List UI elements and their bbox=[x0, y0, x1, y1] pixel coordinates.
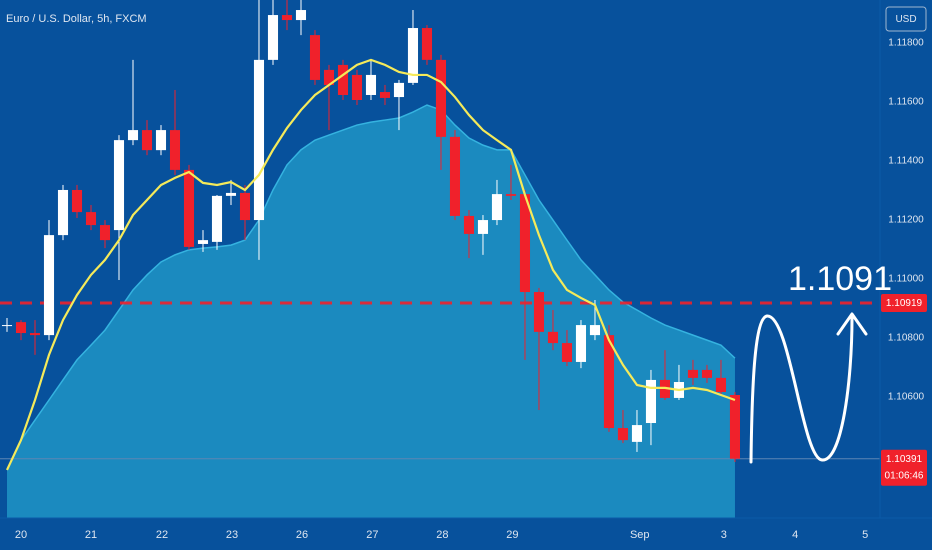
y-tick-label: 1.11200 bbox=[888, 215, 924, 226]
candle-body bbox=[575, 325, 587, 362]
candle-body bbox=[127, 130, 139, 141]
candle-body bbox=[267, 15, 279, 60]
candle-body bbox=[407, 28, 419, 83]
candle-body bbox=[211, 195, 223, 242]
candle-body bbox=[15, 322, 27, 334]
currency-button[interactable] bbox=[885, 6, 927, 32]
candle-body bbox=[715, 377, 727, 393]
countdown-label: 01:06:46 bbox=[885, 470, 924, 481]
x-tick-label: 23 bbox=[226, 529, 238, 541]
candle-body bbox=[421, 28, 433, 60]
candle-body bbox=[449, 136, 461, 216]
candle-body bbox=[337, 64, 349, 95]
candle-body bbox=[463, 215, 475, 234]
x-tick-label: 27 bbox=[366, 529, 378, 541]
x-tick-label: 26 bbox=[296, 529, 308, 541]
candle-body bbox=[169, 130, 181, 170]
x-tick-label: 3 bbox=[721, 529, 727, 541]
candle-body bbox=[309, 35, 321, 80]
candle-body bbox=[351, 74, 363, 101]
candle-body bbox=[71, 189, 83, 213]
candle-body bbox=[155, 130, 167, 151]
candle-body bbox=[729, 394, 741, 459]
candle-body bbox=[365, 74, 377, 95]
level-tag-label: 1.10919 bbox=[886, 298, 923, 309]
ma-area-edge bbox=[6, 104, 736, 471]
ma-line bbox=[6, 58, 736, 471]
plot-area bbox=[0, 0, 880, 519]
x-tick-label: 4 bbox=[792, 529, 798, 541]
last-price-label: 1.10391 bbox=[886, 454, 923, 465]
candle-body bbox=[197, 240, 209, 244]
candle-body bbox=[701, 369, 713, 378]
candle-body bbox=[43, 235, 55, 336]
candle-body bbox=[561, 343, 573, 362]
annotation: 1.1091 bbox=[788, 260, 892, 298]
candle-body bbox=[603, 335, 615, 429]
y-tick-label: 1.11400 bbox=[888, 156, 924, 167]
candle-body bbox=[687, 369, 699, 378]
candle-body bbox=[29, 333, 41, 336]
level-tag bbox=[881, 293, 927, 312]
candle-body bbox=[519, 194, 531, 293]
candle-body bbox=[225, 192, 237, 196]
candle-body bbox=[645, 379, 657, 424]
candle-body bbox=[533, 292, 545, 332]
hand-drawn-arrow bbox=[836, 312, 868, 336]
candle-body bbox=[99, 225, 111, 241]
last-price-tag bbox=[881, 449, 927, 486]
x-tick-label: Sep bbox=[630, 529, 650, 541]
candle-body bbox=[477, 220, 489, 234]
candle-body bbox=[491, 194, 503, 221]
candle-body bbox=[617, 428, 629, 441]
candle-body bbox=[85, 212, 97, 226]
candle-body bbox=[141, 130, 153, 151]
candle-body bbox=[57, 189, 69, 236]
x-tick-label: 20 bbox=[15, 529, 27, 541]
candle-body bbox=[435, 59, 447, 137]
x-tick-label: 5 bbox=[862, 529, 868, 541]
candle-body bbox=[253, 59, 265, 221]
y-tick-label: 1.11000 bbox=[888, 274, 924, 285]
currency-label[interactable]: USD bbox=[895, 14, 916, 25]
x-tick-label: 29 bbox=[506, 529, 518, 541]
candle-body bbox=[113, 140, 125, 231]
x-tick-label: 28 bbox=[436, 529, 448, 541]
candle-body bbox=[505, 194, 517, 196]
candle-body bbox=[239, 192, 251, 221]
candle-body bbox=[393, 82, 405, 98]
y-tick-label: 1.10600 bbox=[888, 392, 925, 403]
candle-body bbox=[183, 169, 195, 247]
y-tick-label: 1.11800 bbox=[888, 38, 924, 49]
ma-area bbox=[6, 105, 735, 519]
candle-body bbox=[281, 15, 293, 21]
candle-body bbox=[1, 325, 13, 327]
hand-drawn-wave bbox=[749, 314, 854, 464]
candle-body bbox=[589, 325, 601, 336]
y-tick-label: 1.11600 bbox=[888, 97, 924, 108]
candle-body bbox=[323, 69, 335, 85]
candle-body bbox=[295, 10, 307, 21]
candle-body bbox=[379, 92, 391, 98]
x-tick-label: 21 bbox=[85, 529, 97, 541]
y-tick-label: 1.10800 bbox=[888, 333, 925, 344]
chart-title: Euro / U.S. Dollar, 5h, FXCM bbox=[6, 13, 147, 25]
candle-body bbox=[631, 425, 643, 442]
candle-body bbox=[547, 331, 559, 344]
x-tick-label: 22 bbox=[156, 529, 168, 541]
